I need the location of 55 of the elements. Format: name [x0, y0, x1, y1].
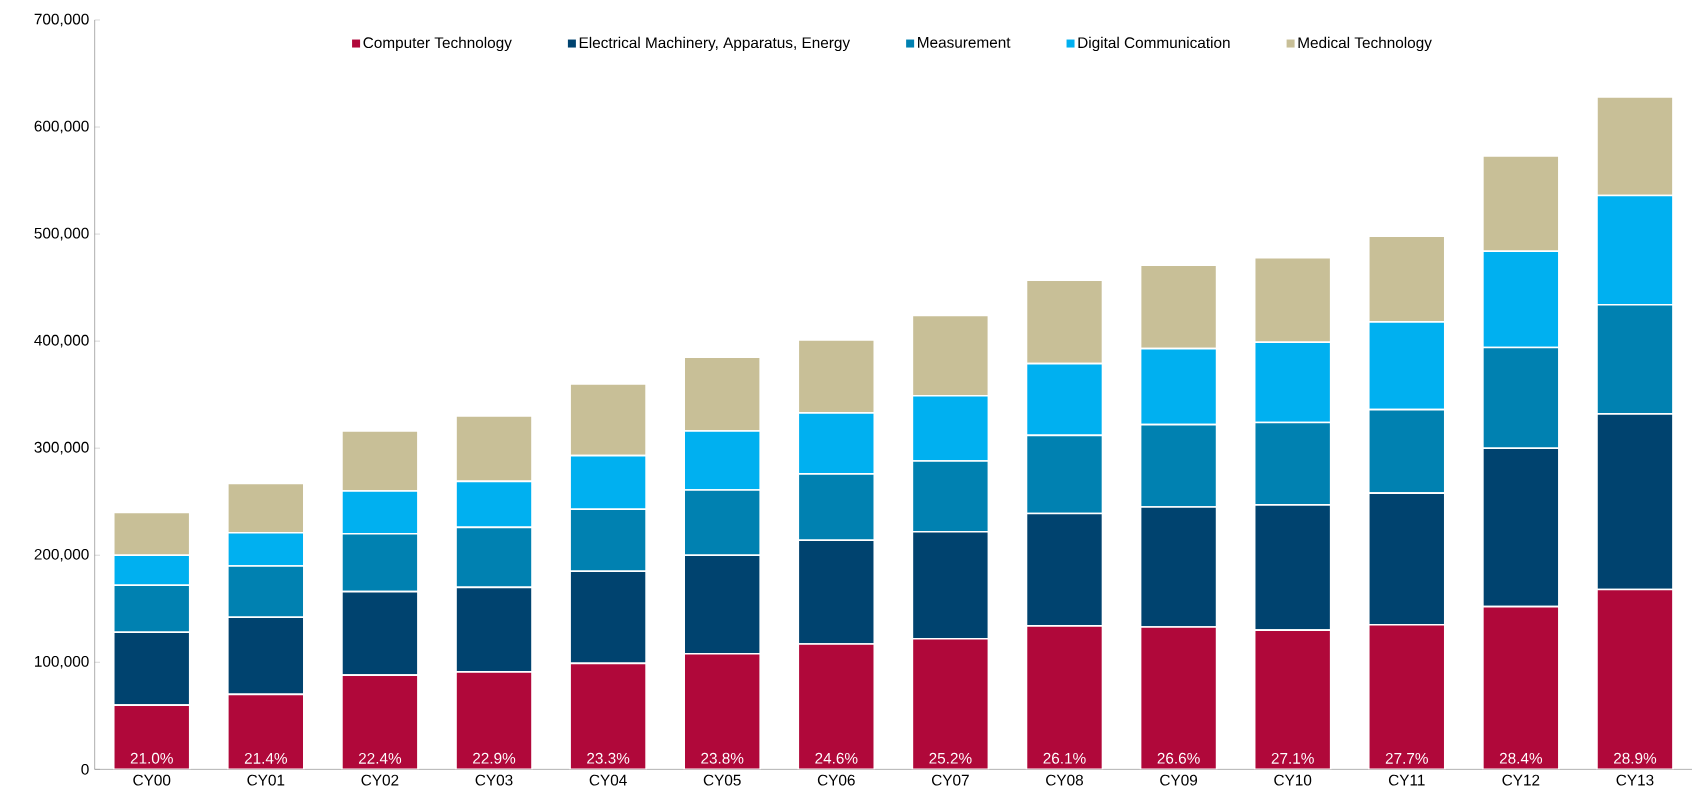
x-tick-label: CY07	[931, 774, 969, 786]
y-tick-label: 200,000	[34, 548, 89, 562]
annotation: 28.9%	[1613, 752, 1657, 764]
annotation: 26.6%	[1157, 752, 1200, 764]
annotation: 28.4%	[1499, 752, 1543, 764]
bar	[112, 704, 191, 770]
annotation: 23.3%	[587, 752, 630, 764]
bar	[1025, 625, 1104, 770]
annotation: 27.7%	[1385, 752, 1428, 764]
bar	[1367, 624, 1446, 770]
bar	[1596, 588, 1674, 770]
x-tick-label: CY05	[703, 774, 741, 786]
x-tick-label: CY04	[589, 774, 627, 786]
annotation: 22.9%	[473, 752, 516, 764]
x-tick-label: CY09	[1160, 774, 1198, 786]
annotation: 24.6%	[815, 752, 858, 764]
annotation: 21.4%	[244, 752, 288, 764]
legend-label: Digital Communication	[1078, 36, 1230, 52]
bar	[797, 643, 876, 770]
x-tick-label: CY03	[475, 774, 513, 786]
x-tick-label: CY08	[1046, 774, 1083, 786]
annotation: 25.2%	[929, 752, 972, 764]
x-tick-label: CY01	[247, 774, 285, 786]
annotation: 27.1%	[1271, 752, 1314, 764]
bar	[683, 652, 761, 770]
annotation: 23.8%	[701, 752, 744, 764]
annotation: 26.1%	[1043, 752, 1086, 764]
bar	[569, 662, 647, 770]
legend-label: Computer Technology	[363, 36, 512, 52]
bar	[341, 674, 419, 770]
y-tick-label: 700,000	[34, 13, 89, 27]
y-tick-label: 600,000	[34, 120, 89, 134]
bar	[911, 637, 990, 770]
annotation: 21.0%	[130, 752, 173, 764]
annotation: 22.4%	[358, 752, 402, 764]
x-tick-label: CY00	[133, 774, 171, 786]
bar	[227, 693, 305, 770]
x-tick-label: CY10	[1274, 774, 1312, 786]
legend-label: Measurement	[918, 37, 1011, 48]
x-tick-label: CY13	[1616, 774, 1654, 786]
y-tick-label: 0	[81, 763, 89, 775]
y-tick-label: 400,000	[34, 334, 89, 348]
y-tick-label: 500,000	[34, 227, 89, 241]
x-tick-label: CY11	[1388, 774, 1425, 786]
bar	[1253, 629, 1332, 770]
bar	[1139, 626, 1218, 770]
x-tick-label: CY06	[817, 774, 855, 786]
y-tick-label: 100,000	[35, 655, 89, 669]
bar	[455, 671, 533, 770]
legend-label: Electrical Machinery, Apparatus, Energy	[579, 36, 851, 52]
x-tick-label: CY02	[361, 774, 399, 786]
x-tick-label: CY12	[1502, 774, 1540, 786]
bar	[1482, 605, 1560, 770]
y-tick-label: 300,000	[34, 441, 89, 455]
legend-label: Medical Technology	[1298, 36, 1432, 52]
